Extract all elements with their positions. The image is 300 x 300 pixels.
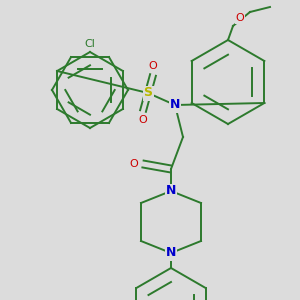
- Text: O: O: [148, 61, 158, 71]
- Text: N: N: [170, 98, 180, 112]
- Text: O: O: [139, 115, 147, 125]
- Text: N: N: [166, 184, 176, 197]
- Text: O: O: [130, 159, 138, 169]
- Text: N: N: [166, 247, 176, 260]
- Text: O: O: [236, 13, 244, 23]
- Text: Cl: Cl: [85, 39, 95, 49]
- Text: S: S: [143, 86, 152, 100]
